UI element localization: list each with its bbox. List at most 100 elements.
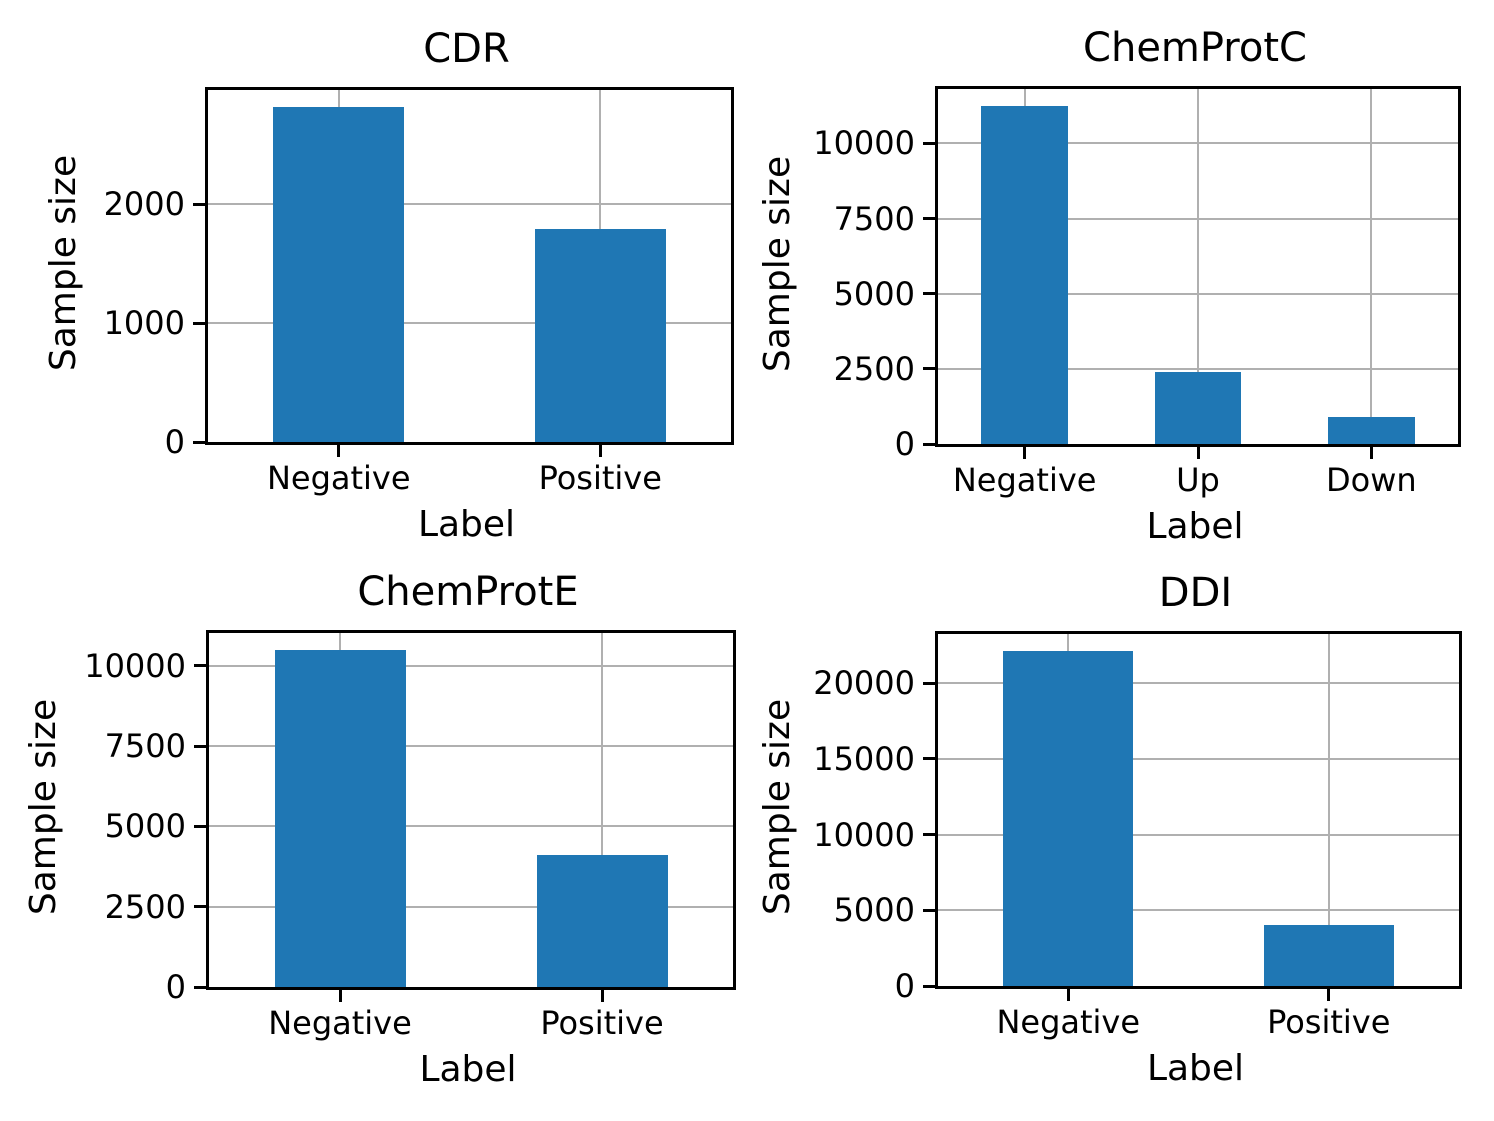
gridline-vertical — [1067, 634, 1070, 986]
x-tick-mark — [1327, 989, 1331, 1001]
bar-positive — [1263, 925, 1394, 986]
gridline-horizontal — [938, 757, 1459, 760]
chart-title: ChemProtE — [357, 569, 579, 615]
x-tick-mark — [338, 990, 342, 1002]
y-tick-mark — [194, 664, 206, 668]
bar-down — [1328, 416, 1415, 444]
y-tick-mark — [923, 442, 935, 446]
x-tick-label: Negative — [268, 1004, 412, 1042]
y-tick-label: 5000 — [833, 891, 915, 930]
bar-positive — [536, 855, 668, 987]
y-tick-mark — [923, 908, 935, 912]
gridline-horizontal — [208, 322, 731, 325]
y-tick-label: 2500 — [833, 349, 915, 388]
x-tick-mark — [1066, 989, 1070, 1001]
y-tick-label: 10000 — [813, 124, 915, 163]
gridline-vertical — [601, 633, 603, 987]
bar-positive — [534, 229, 666, 442]
x-tick-label: Negative — [952, 461, 1097, 499]
y-tick-mark — [923, 984, 935, 988]
y-tick-label: 5000 — [833, 274, 915, 313]
x-tick-label: Negative — [266, 459, 411, 497]
plot-area: 0 2500 5000 7500 10000 Negative Positive — [84, 630, 736, 1042]
y-tick-label: 20000 — [813, 664, 915, 703]
x-axis-label: Label — [1146, 506, 1244, 547]
plot-area: 0 2500 5000 7500 10000 Negative Up Down — [813, 86, 1461, 499]
y-tick-label: 7500 — [104, 727, 186, 766]
x-tick-mark — [1023, 447, 1027, 459]
gridline-vertical — [339, 633, 341, 987]
gridline-horizontal — [938, 367, 1458, 370]
x-tick-label: Positive — [1267, 1003, 1391, 1041]
x-tick-mark — [598, 445, 602, 457]
y-axis-label: Sample size — [757, 155, 798, 372]
y-axis-label: Sample size — [43, 154, 84, 372]
y-tick-mark — [923, 141, 935, 145]
plot-area: 0 5000 10000 15000 20000 Negative Positive — [813, 631, 1462, 1041]
y-tick-label: 7500 — [833, 199, 915, 238]
x-tick-mark — [1196, 447, 1200, 459]
gridline-horizontal — [938, 142, 1458, 145]
gridline-horizontal — [209, 745, 733, 748]
y-tick-mark — [194, 905, 206, 909]
gridline-vertical — [1327, 634, 1330, 986]
x-tick-mark — [1369, 447, 1373, 459]
y-axis-label: Sample size — [757, 698, 798, 916]
y-tick-mark — [193, 202, 205, 206]
x-tick-label: Negative — [996, 1003, 1141, 1041]
y-tick-mark — [194, 985, 206, 989]
gridline-horizontal — [209, 664, 733, 667]
y-tick-mark — [923, 681, 935, 685]
y-tick-mark — [194, 744, 206, 748]
y-tick-mark — [923, 217, 935, 221]
gridline-vertical — [1023, 89, 1026, 444]
gridline-vertical — [337, 90, 340, 442]
plot-area: 0 1000 2000 Negative Positive — [104, 87, 734, 497]
y-tick-mark — [923, 367, 935, 371]
x-axis-label: Label — [419, 1049, 517, 1090]
bar-up — [1154, 371, 1242, 444]
chart-title: DDI — [1158, 570, 1233, 616]
y-tick-label: 0 — [894, 425, 915, 463]
x-tick-label: Positive — [538, 459, 662, 497]
x-tick-label: Down — [1325, 461, 1417, 499]
bar-negative — [273, 106, 405, 442]
bar-negative — [981, 105, 1068, 444]
chart-title: CDR — [423, 26, 510, 72]
x-axis-label: Label — [1146, 1048, 1245, 1089]
gridline-horizontal — [938, 292, 1458, 295]
gridline-horizontal — [209, 825, 733, 828]
gridline-horizontal — [938, 909, 1459, 912]
gridline-horizontal — [209, 905, 733, 908]
gridline-horizontal — [208, 203, 731, 206]
y-tick-label: 10000 — [84, 646, 186, 685]
chart-title: ChemProtC — [1083, 25, 1307, 71]
y-tick-label: 0 — [165, 968, 186, 1006]
x-tick-mark — [337, 445, 341, 457]
gridline-horizontal — [938, 217, 1458, 220]
y-tick-mark — [923, 757, 935, 761]
y-tick-label: 1000 — [103, 304, 185, 343]
y-tick-mark — [194, 824, 206, 828]
y-tick-mark — [923, 292, 935, 296]
y-tick-label: 2500 — [104, 887, 186, 926]
y-axis-label: Sample size — [23, 698, 64, 916]
y-tick-label: 2000 — [103, 185, 185, 224]
y-tick-label: 5000 — [104, 807, 186, 846]
x-tick-mark — [600, 990, 604, 1002]
y-tick-mark — [193, 321, 205, 325]
y-tick-label: 10000 — [813, 815, 915, 854]
y-tick-label: 0 — [164, 423, 185, 461]
y-tick-label: 15000 — [813, 739, 915, 778]
gridline-vertical — [1197, 89, 1199, 444]
gridline-vertical — [1370, 89, 1373, 444]
y-tick-mark — [193, 440, 205, 444]
gridline-vertical — [599, 90, 602, 442]
bar-negative — [1003, 650, 1134, 986]
x-axis-label: Label — [417, 504, 516, 545]
y-tick-label: 0 — [894, 967, 915, 1005]
